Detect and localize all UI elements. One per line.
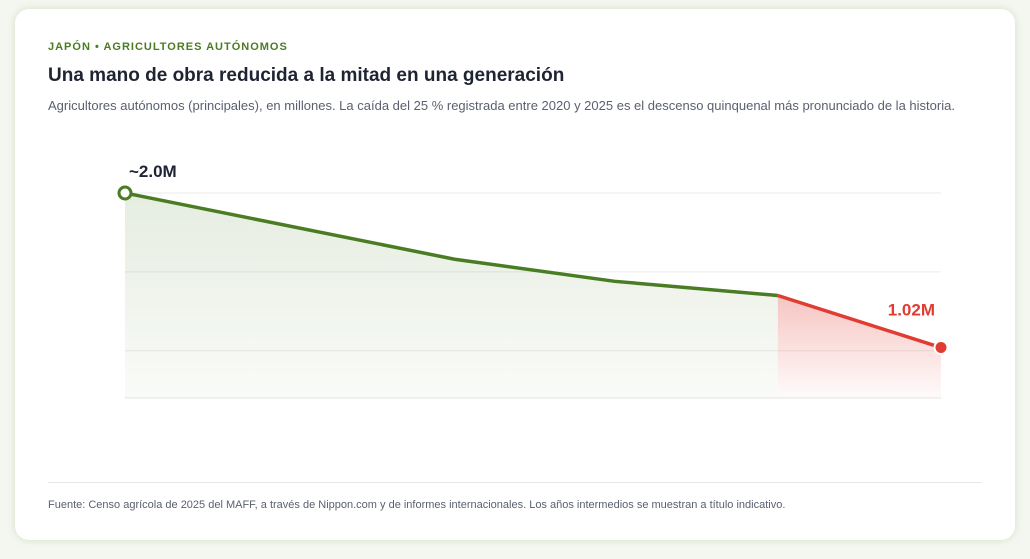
area <box>125 193 778 398</box>
divider <box>48 482 982 483</box>
point <box>933 340 949 356</box>
subtitle: Agricultores autónomos (principales), en… <box>48 98 955 113</box>
kicker: JAPÓN • AGRICULTORES AUTÓNOMOS <box>48 41 288 53</box>
line <box>124 191 778 298</box>
point <box>117 185 133 201</box>
chart-title: Una mano de obra reducida a la mitad en … <box>48 65 565 86</box>
value-label: 1.02M <box>888 301 935 320</box>
source: Fuente: Censo agrícola de 2025 del MAFF,… <box>48 499 786 511</box>
area <box>777 295 941 398</box>
value-label: ~2.0M <box>129 162 177 181</box>
line <box>777 293 942 350</box>
